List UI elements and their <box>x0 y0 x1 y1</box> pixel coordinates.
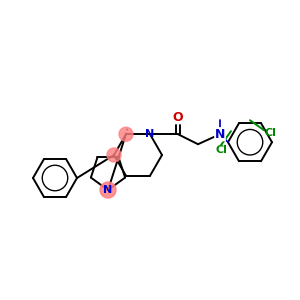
Circle shape <box>100 182 116 198</box>
Text: N: N <box>103 185 112 195</box>
Circle shape <box>107 148 121 162</box>
Text: O: O <box>173 111 183 124</box>
Circle shape <box>119 127 133 141</box>
Text: Cl: Cl <box>215 145 227 155</box>
Text: Cl: Cl <box>264 128 276 138</box>
Text: N: N <box>146 129 154 139</box>
Text: N: N <box>215 128 225 141</box>
